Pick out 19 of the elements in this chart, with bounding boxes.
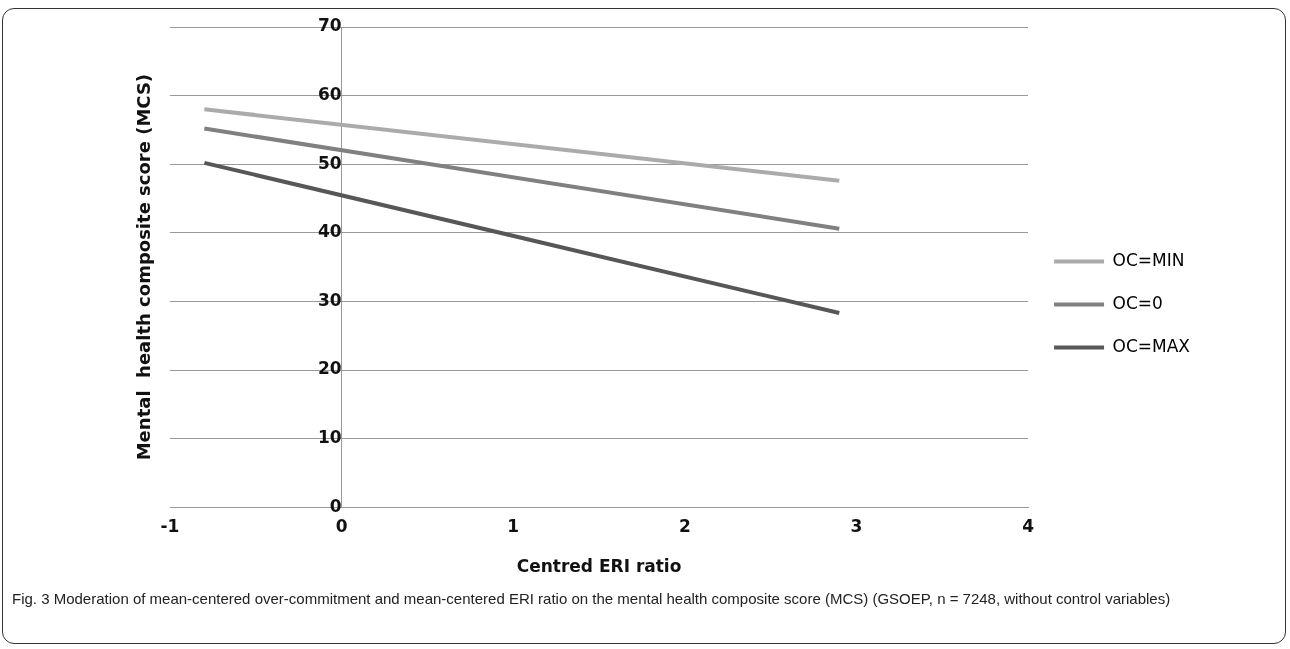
x-axis-title: Centred ERI ratio — [516, 556, 682, 577]
y-tick-label: 0 — [329, 495, 342, 516]
legend-label: OC=0 — [1112, 292, 1163, 313]
x-tick-label: -1 — [160, 515, 180, 536]
y-tick-label: 70 — [317, 15, 342, 36]
y-tick-label: 50 — [317, 152, 342, 173]
y-axis-title: Mental health composite score (MCS) — [132, 73, 154, 461]
legend-label: OC=MIN — [1112, 249, 1185, 270]
legend-label: OC=MAX — [1112, 335, 1191, 356]
y-tick-label: 30 — [317, 289, 342, 310]
x-tick-label: 3 — [850, 515, 863, 536]
y-tick-label: 60 — [317, 84, 342, 105]
y-tick-label: 40 — [317, 221, 342, 242]
x-tick-label: 2 — [678, 515, 691, 536]
x-tick-label: 4 — [1022, 515, 1035, 536]
caption: Fig. 3 Moderation of mean-centered over-commitment and mean-centered ERI ratio on the mental health composite score (MCS) (GSOEP, n = 7248, without control variables) — [12, 589, 1172, 609]
y-tick-label: 20 — [317, 358, 342, 379]
x-tick-label: 1 — [507, 515, 520, 536]
y-tick-label: 10 — [317, 427, 342, 448]
